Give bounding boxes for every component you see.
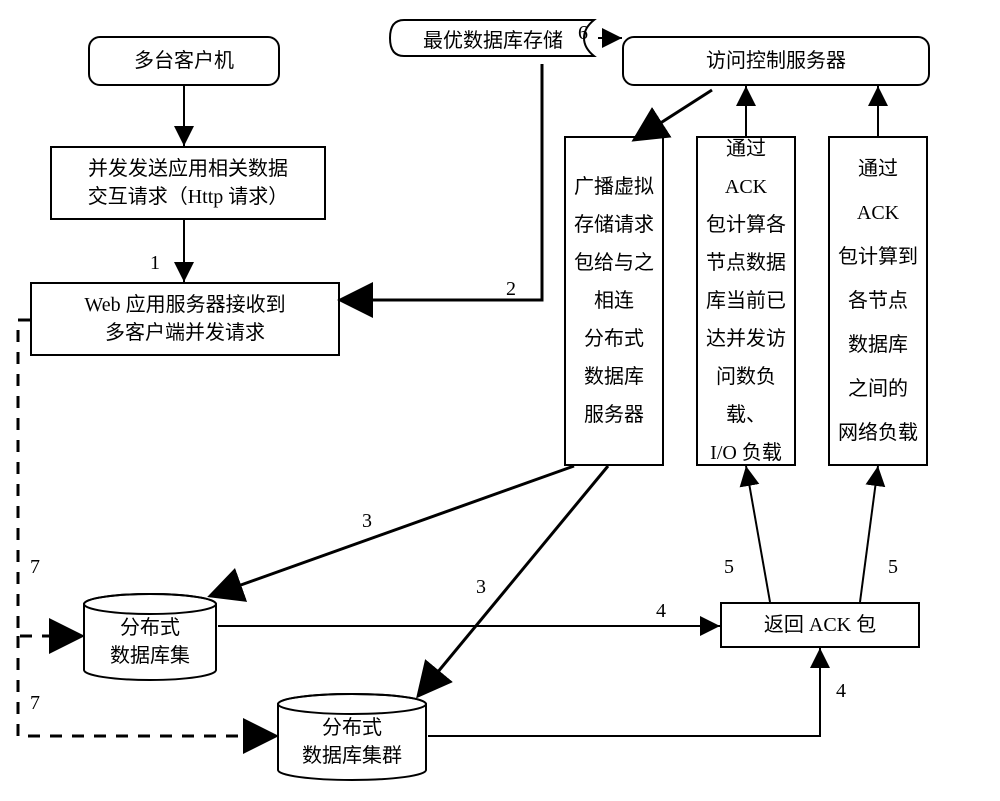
edge-ack-to-calcio — [746, 466, 770, 602]
node-calc-io: 通过 ACK 包计算各 节点数据 库当前已 达并发访 问数负载、 I/O 负载 — [696, 136, 796, 466]
edge-label-web-to-db1: 7 — [30, 556, 40, 579]
edge-label-broadcast-to-db2: 3 — [476, 576, 486, 599]
node-calc-net: 通过 ACK 包计算到 各节点 数据库 之间的 网络负载 — [828, 136, 928, 466]
node-web-recv-l1: Web 应用服务器接收到 — [84, 291, 285, 319]
node-web-recv: Web 应用服务器接收到 多客户端并发请求 — [30, 282, 340, 356]
edge-acs-to-web — [340, 64, 542, 300]
node-storage-note: 最优数据库存储 — [388, 18, 598, 58]
edge-label-acs-to-web: 2 — [506, 278, 516, 301]
node-clients: 多台客户机 — [88, 36, 280, 86]
label-6: 6 — [578, 22, 588, 45]
node-clients-text: 多台客户机 — [134, 47, 234, 75]
edge-label-ack-to-calcio: 5 — [724, 556, 734, 579]
edge-ack-to-calcnet — [860, 466, 878, 602]
edge-label-ack-to-calcnet: 5 — [888, 556, 898, 579]
edge-label-web-to-db2: 7 — [30, 692, 40, 715]
edge-acs-to-broadcast — [634, 90, 712, 140]
node-send-req-l2: 交互请求（Http 请求） — [88, 183, 289, 211]
node-send-req-l1: 并发发送应用相关数据 — [88, 155, 288, 183]
node-ack-text: 返回 ACK 包 — [764, 611, 876, 639]
node-ack: 返回 ACK 包 — [720, 602, 920, 648]
node-db2: 分布式 数据库集群 — [276, 692, 428, 782]
edge-label-db1-to-ack: 4 — [656, 600, 666, 623]
node-web-recv-l2: 多客户端并发请求 — [105, 319, 265, 347]
edge-broadcast-to-db2 — [418, 466, 608, 696]
node-acs: 访问控制服务器 — [622, 36, 930, 86]
node-broadcast: 广播虚拟 存储请求 包给与之 相连 分布式 数据库 服务器 — [564, 136, 664, 466]
edge-web-to-db1 — [18, 320, 82, 636]
node-db1: 分布式 数据库集 — [82, 592, 218, 682]
edge-label-send-to-web: 1 — [150, 252, 160, 275]
node-acs-text: 访问控制服务器 — [706, 47, 846, 75]
edge-broadcast-to-db1 — [210, 466, 574, 596]
edge-label-broadcast-to-db1: 3 — [362, 510, 372, 533]
node-send-req: 并发发送应用相关数据 交互请求（Http 请求） — [50, 146, 326, 220]
node-storage-note-text: 最优数据库存储 — [423, 24, 563, 53]
edge-db2-to-ack — [428, 648, 820, 736]
edge-label-db2-to-ack: 4 — [836, 680, 846, 703]
